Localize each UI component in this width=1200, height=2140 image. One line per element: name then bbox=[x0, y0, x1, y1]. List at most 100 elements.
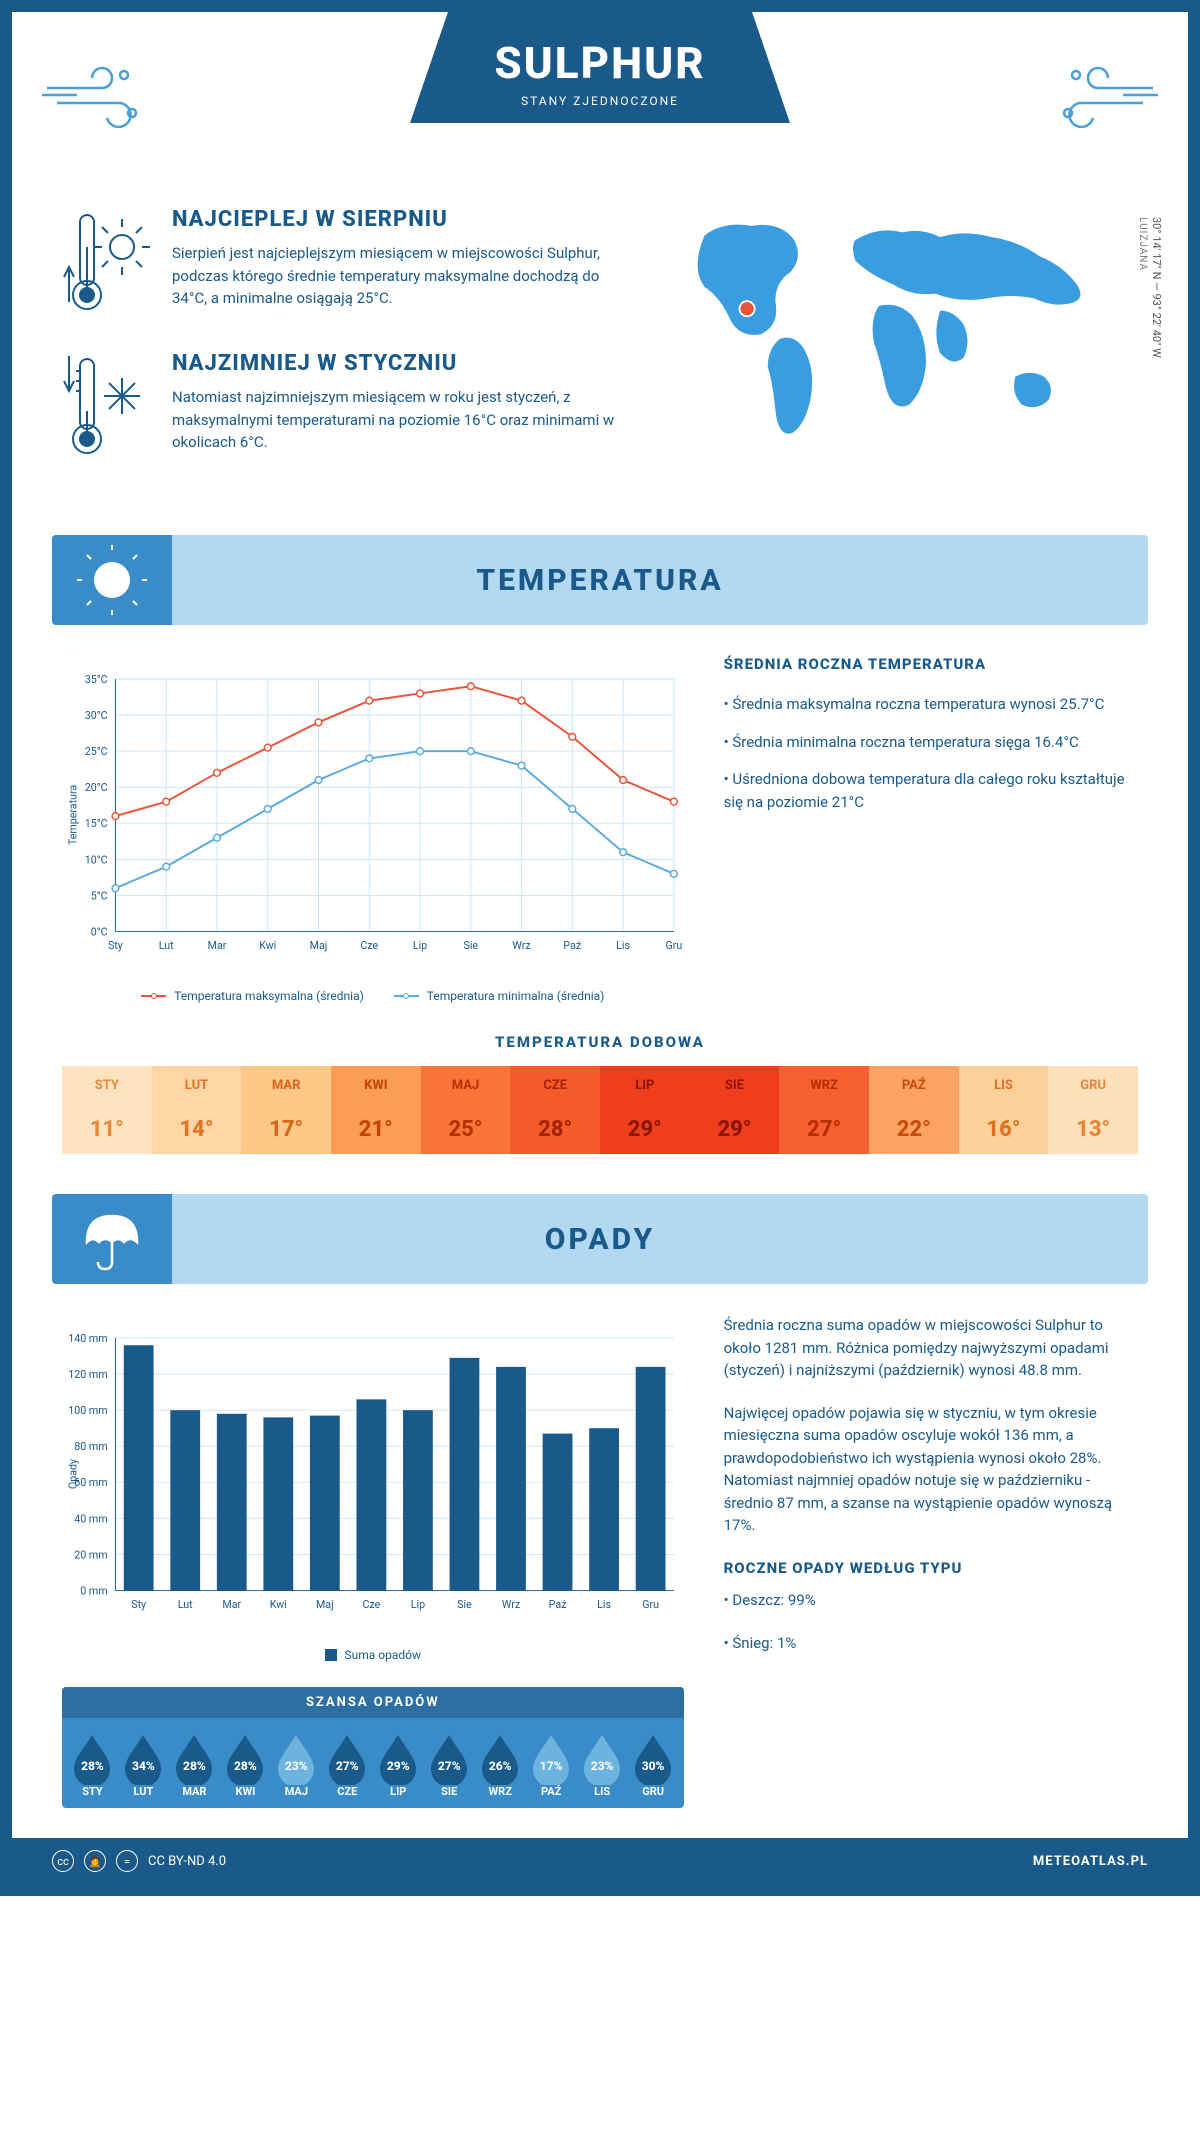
chance-drop: 30%GRU bbox=[628, 1733, 679, 1798]
page-subtitle: STANY ZJEDNOCZONE bbox=[490, 94, 710, 108]
svg-text:Paź: Paź bbox=[563, 939, 581, 952]
temperature-line-chart: 0°C5°C10°C15°C20°C25°C30°C35°CStyLutMarK… bbox=[62, 655, 684, 1003]
svg-text:10°C: 10°C bbox=[85, 853, 108, 866]
precip-rain: • Deszcz: 99% bbox=[724, 1589, 1138, 1612]
precip-p2: Najwięcej opadów pojawia się w styczniu,… bbox=[724, 1402, 1138, 1537]
site-name: METEOATLAS.PL bbox=[1033, 1854, 1148, 1869]
temperature-banner: TEMPERATURA bbox=[52, 535, 1148, 625]
daily-temp-value: 27° bbox=[779, 1105, 869, 1154]
daily-temp-value: 21° bbox=[331, 1105, 421, 1154]
wind-icon-left bbox=[42, 53, 152, 137]
daily-temp-value: 25° bbox=[421, 1105, 511, 1154]
coordinates: 30° 14' 17'' N — 93° 22' 40'' W bbox=[1150, 217, 1163, 358]
chance-drop: 26%WRZ bbox=[475, 1733, 526, 1798]
thermometer-hot-icon bbox=[62, 207, 152, 321]
svg-text:Lut: Lut bbox=[159, 939, 174, 952]
chance-drop: 28%KWI bbox=[220, 1733, 271, 1798]
daily-temp-value: 17° bbox=[241, 1105, 331, 1154]
temp-bullet-2: • Średnia minimalna roczna temperatura s… bbox=[724, 731, 1138, 754]
svg-text:Mar: Mar bbox=[208, 939, 227, 952]
license-text: CC BY-ND 4.0 bbox=[148, 1854, 226, 1869]
chance-drop: 23%MAJ bbox=[271, 1733, 322, 1798]
daily-temp-value: 29° bbox=[600, 1105, 690, 1154]
cold-text: Natomiast najzimniejszym miesiącem w rok… bbox=[172, 386, 627, 454]
daily-temp-value: 11° bbox=[62, 1105, 152, 1154]
svg-text:Gru: Gru bbox=[665, 939, 682, 952]
svg-text:Sie: Sie bbox=[457, 1598, 472, 1611]
svg-text:Sty: Sty bbox=[131, 1598, 146, 1611]
chance-drop: 23%LIS bbox=[577, 1733, 628, 1798]
chance-drop: 28%STY bbox=[67, 1733, 118, 1798]
daily-temp-value: 29° bbox=[690, 1105, 780, 1154]
daily-temp-month: MAR bbox=[241, 1066, 331, 1105]
svg-text:Lis: Lis bbox=[597, 1598, 611, 1611]
thermometer-cold-icon bbox=[62, 351, 152, 465]
intro-section: NAJCIEPLEJ W SIERPNIU Sierpień jest najc… bbox=[12, 177, 1188, 535]
daily-temp-month: SIE bbox=[690, 1066, 780, 1105]
svg-text:Lip: Lip bbox=[413, 939, 427, 952]
daily-temp-value: 28° bbox=[510, 1105, 600, 1154]
svg-text:5°C: 5°C bbox=[91, 889, 108, 902]
cc-icon: cc bbox=[52, 1850, 74, 1872]
precip-chance-box: SZANSA OPADÓW 28%STY34%LUT28%MAR28%KWI23… bbox=[62, 1687, 684, 1808]
temp-info-title: ŚREDNIA ROCZNA TEMPERATURA bbox=[724, 655, 1138, 673]
chance-drop: 29%LIP bbox=[373, 1733, 424, 1798]
svg-text:20°C: 20°C bbox=[85, 781, 108, 794]
daily-temp-month: LIP bbox=[600, 1066, 690, 1105]
precip-type-title: ROCZNE OPADY WEDŁUG TYPU bbox=[724, 1557, 1138, 1580]
daily-temp-value: 16° bbox=[959, 1105, 1049, 1154]
temp-bullet-3: • Uśredniona dobowa temperatura dla całe… bbox=[724, 768, 1138, 813]
daily-temp-month: CZE bbox=[510, 1066, 600, 1105]
daily-temp-month: LUT bbox=[152, 1066, 242, 1105]
daily-temperature-table: TEMPERATURA DOBOWA STYLUTMARKWIMAJCZELIP… bbox=[12, 1033, 1188, 1194]
legend-min-temp: Temperatura minimalna (średnia) bbox=[394, 989, 605, 1003]
footer: cc 🙍 = CC BY-ND 4.0 METEOATLAS.PL bbox=[12, 1838, 1188, 1884]
precipitation-bar-chart: 0 mm20 mm40 mm60 mm80 mm100 mm120 mm140 … bbox=[62, 1314, 684, 1634]
svg-text:Cze: Cze bbox=[360, 939, 378, 952]
svg-text:Temperatura: Temperatura bbox=[67, 785, 80, 846]
svg-text:Wrz: Wrz bbox=[502, 1598, 520, 1611]
world-map: LUIZJANA 30° 14' 17'' N — 93° 22' 40'' W bbox=[667, 207, 1138, 495]
precip-snow: • Śnieg: 1% bbox=[724, 1632, 1138, 1655]
svg-text:100 mm: 100 mm bbox=[68, 1404, 107, 1417]
svg-text:Sie: Sie bbox=[464, 939, 479, 952]
daily-temp-month: STY bbox=[62, 1066, 152, 1105]
sun-icon bbox=[52, 535, 172, 625]
precip-p1: Średnia roczna suma opadów w miejscowośc… bbox=[724, 1314, 1138, 1382]
umbrella-icon bbox=[52, 1194, 172, 1284]
daily-temp-month: GRU bbox=[1048, 1066, 1138, 1105]
precip-banner: OPADY bbox=[52, 1194, 1148, 1284]
hot-title: NAJCIEPLEJ W SIERPNIU bbox=[172, 207, 627, 232]
daily-temp-value: 14° bbox=[152, 1105, 242, 1154]
page-title: SULPHUR bbox=[490, 37, 710, 89]
temperature-heading: TEMPERATURA bbox=[476, 563, 723, 598]
svg-text:0°C: 0°C bbox=[91, 925, 108, 938]
chance-drop: 28%MAR bbox=[169, 1733, 220, 1798]
svg-text:15°C: 15°C bbox=[85, 817, 108, 830]
chance-drop: 27%CZE bbox=[322, 1733, 373, 1798]
daily-temp-value: 13° bbox=[1048, 1105, 1138, 1154]
svg-text:0 mm: 0 mm bbox=[80, 1584, 107, 1597]
region-label: LUIZJANA bbox=[1137, 217, 1148, 271]
svg-text:Paź: Paź bbox=[549, 1598, 567, 1611]
legend-precip-sum: Suma opadów bbox=[325, 1648, 422, 1662]
svg-text:Mar: Mar bbox=[222, 1598, 241, 1611]
daily-temp-month: LIS bbox=[959, 1066, 1049, 1105]
svg-text:Sty: Sty bbox=[108, 939, 123, 952]
nd-icon: = bbox=[116, 1850, 138, 1872]
temp-bullet-1: • Średnia maksymalna roczna temperatura … bbox=[724, 693, 1138, 716]
header-banner: SULPHUR STANY ZJEDNOCZONE bbox=[410, 12, 790, 123]
precip-heading: OPADY bbox=[545, 1222, 655, 1257]
svg-text:80 mm: 80 mm bbox=[74, 1440, 107, 1453]
hot-block: NAJCIEPLEJ W SIERPNIU Sierpień jest najc… bbox=[62, 207, 627, 321]
hot-text: Sierpień jest najcieplejszym miesiącem w… bbox=[172, 242, 627, 310]
chance-drop: 34%LUT bbox=[118, 1733, 169, 1798]
svg-text:40 mm: 40 mm bbox=[74, 1512, 107, 1525]
by-icon: 🙍 bbox=[84, 1850, 106, 1872]
daily-temp-month: MAJ bbox=[421, 1066, 511, 1105]
svg-text:Lis: Lis bbox=[616, 939, 630, 952]
svg-text:35°C: 35°C bbox=[85, 673, 108, 686]
cold-block: NAJZIMNIEJ W STYCZNIU Natomiast najzimni… bbox=[62, 351, 627, 465]
daily-temp-month: KWI bbox=[331, 1066, 421, 1105]
svg-text:30°C: 30°C bbox=[85, 709, 108, 722]
